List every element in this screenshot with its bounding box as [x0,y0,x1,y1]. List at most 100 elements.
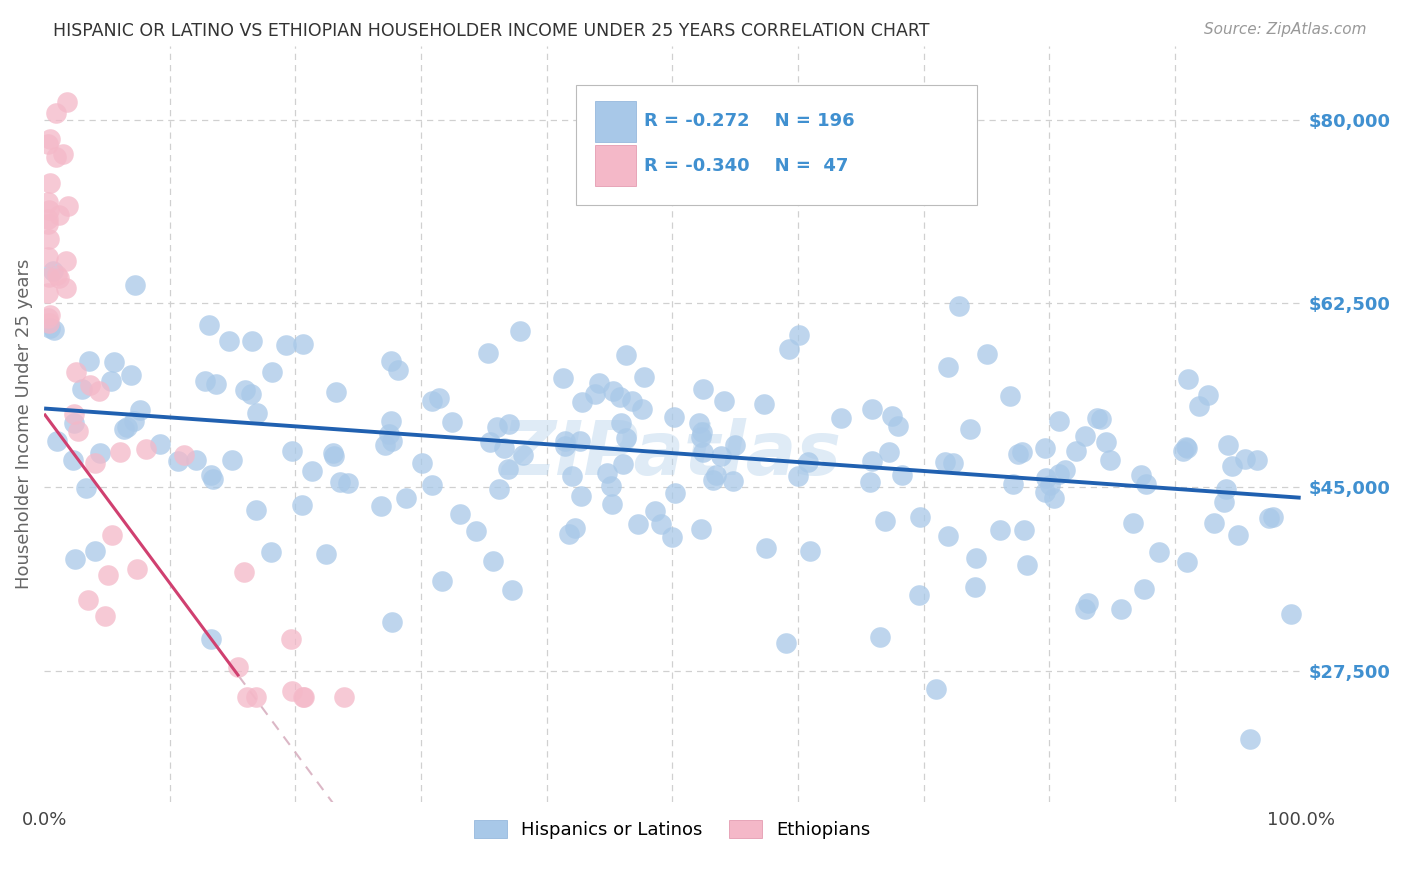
Point [194,374,217,388]
Point [1085,411,1108,425]
Point [633,370,655,384]
Point [1074,602,1097,616]
Point [799,544,821,558]
Y-axis label: Householder Income Under 25 years: Householder Income Under 25 years [15,259,32,590]
Point [626,517,648,532]
Point [1204,516,1226,530]
Point [84,543,107,558]
Point [1175,555,1198,569]
Point [755,541,778,555]
Point [1258,511,1281,525]
Point [564,521,586,535]
Point [948,299,970,313]
Point [55,95,77,110]
Point [477,345,499,359]
Point [336,475,359,490]
Point [478,435,501,450]
Point [75,481,97,495]
Point [558,527,581,541]
Point [232,566,254,580]
Point [79,378,101,392]
Point [370,500,392,514]
Point [924,681,946,696]
Point [723,474,745,488]
Point [101,528,124,542]
Point [1233,452,1256,467]
Point [202,472,225,486]
Point [689,522,711,536]
Point [218,334,240,348]
Point [908,509,931,524]
Point [1171,443,1194,458]
Point [609,390,631,404]
Point [1122,516,1144,530]
Point [702,473,724,487]
Point [37,194,59,209]
Point [135,442,157,457]
Point [620,394,643,409]
Point [934,455,956,469]
Point [1002,477,1025,491]
Point [1035,471,1057,485]
Point [236,690,259,705]
Point [281,684,304,698]
Point [706,467,728,482]
Point [959,422,981,436]
Point [1246,452,1268,467]
Point [1135,476,1157,491]
Point [322,446,344,460]
Point [600,479,623,493]
Point [886,418,908,433]
Point [976,347,998,361]
Point [260,544,283,558]
Point [89,446,111,460]
Legend: Hispanics or Latinos, Ethiopians: Hispanics or Latinos, Ethiopians [467,813,877,847]
Point [1177,372,1199,386]
Point [509,324,531,338]
Point [692,383,714,397]
Point [724,438,747,452]
Point [942,456,965,470]
Point [97,568,120,582]
Point [1216,438,1239,452]
Point [39,308,62,322]
Point [240,387,263,401]
Point [1099,453,1122,467]
Point [63,416,86,430]
Point [38,203,60,218]
Text: R = -0.340    N =  47: R = -0.340 N = 47 [644,157,848,175]
Point [45,151,67,165]
Point [260,365,283,379]
Point [240,334,263,348]
Point [290,498,312,512]
Point [1227,528,1250,542]
Point [46,434,69,449]
Point [662,410,685,425]
Point [374,438,396,452]
Point [692,445,714,459]
Point [891,468,914,483]
Point [1220,458,1243,473]
Point [380,354,402,368]
Point [84,456,107,470]
Point [1261,509,1284,524]
Point [787,328,810,343]
Point [644,503,666,517]
Point [786,469,808,483]
Point [571,394,593,409]
Point [568,434,591,449]
Point [292,690,315,705]
Point [1187,399,1209,413]
Point [292,337,315,351]
Point [77,354,100,368]
Point [173,448,195,462]
Point [38,132,60,146]
Point [280,632,302,646]
Point [631,401,654,416]
Point [1073,428,1095,442]
Point [1175,442,1198,456]
Point [245,690,267,705]
Point [612,457,634,471]
Point [569,489,592,503]
Point [551,370,574,384]
